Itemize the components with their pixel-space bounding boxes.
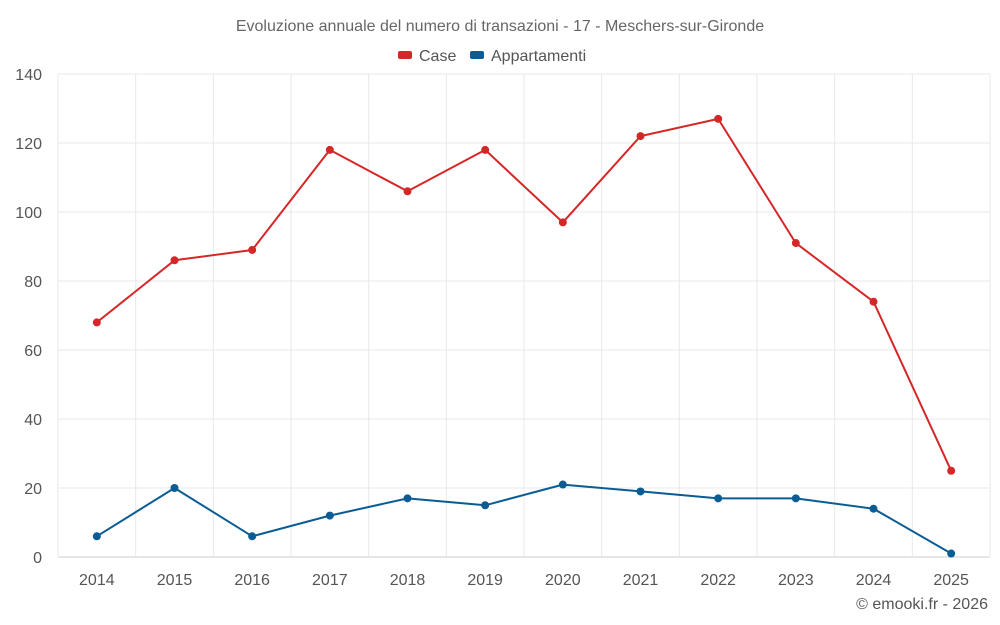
data-point-case[interactable] [558,218,567,227]
legend-item-appartamenti[interactable]: Appartamenti [470,48,586,65]
y-tick-label: 140 [15,67,42,84]
data-point-case[interactable] [869,297,878,306]
y-tick-label: 120 [15,136,42,153]
x-tick-label: 2014 [79,572,115,589]
data-point-case[interactable] [170,256,179,265]
data-point-appartamenti[interactable] [481,501,490,510]
legend: Case Appartamenti [398,48,586,65]
y-tick-label: 40 [24,412,42,429]
x-tick-label: 2022 [700,572,736,589]
y-tick-label: 80 [24,274,42,291]
data-point-appartamenti[interactable] [325,511,334,520]
x-tick-label: 2018 [390,572,426,589]
x-tick-label: 2017 [312,572,348,589]
series-appartamenti [92,480,956,558]
legend-label-case: Case [419,48,456,65]
data-point-case[interactable] [714,114,723,123]
y-tick-label: 0 [33,550,42,567]
y-tick-label: 20 [24,481,42,498]
x-tick-label: 2025 [933,572,969,589]
y-axis: 0 20 40 60 80 100 120 140 [15,67,42,567]
data-point-case[interactable] [791,239,800,248]
series-case [92,114,956,475]
data-point-case[interactable] [403,187,412,196]
data-point-case[interactable] [325,145,334,154]
series-line-case [96,117,953,472]
series-layer [92,114,956,558]
legend-swatch-appartamenti [470,51,484,59]
x-tick-label: 2019 [467,572,503,589]
credit-text: © emooki.fr - 2026 [856,596,988,613]
legend-swatch-case [398,51,412,59]
data-point-appartamenti[interactable] [714,494,723,503]
legend-item-case[interactable]: Case [398,48,456,65]
data-point-appartamenti[interactable] [869,504,878,513]
data-point-case[interactable] [481,145,490,154]
x-tick-label: 2021 [623,572,659,589]
data-point-appartamenti[interactable] [558,480,567,489]
x-axis: 2014 2015 2016 2017 2018 2019 2020 2021 2022 2023… [79,572,969,589]
data-point-appartamenti[interactable] [92,532,101,541]
data-point-case[interactable] [92,318,101,327]
data-point-appartamenti[interactable] [947,549,956,558]
data-point-case[interactable] [636,132,645,141]
gridlines [57,73,991,558]
y-tick-label: 60 [24,343,42,360]
chart-title: Evoluzione annuale del numero di transaz… [236,18,764,35]
data-point-appartamenti[interactable] [636,487,645,496]
data-point-case[interactable] [947,466,956,475]
x-tick-label: 2020 [545,572,581,589]
x-tick-label: 2024 [856,572,892,589]
data-point-appartamenti[interactable] [170,484,179,492]
data-point-case[interactable] [248,245,257,254]
series-line-appartamenti [96,483,952,555]
legend-label-appartamenti: Appartamenti [491,48,586,65]
x-tick-label: 2023 [778,572,814,589]
x-tick-label: 2016 [234,572,270,589]
data-point-appartamenti[interactable] [403,494,412,503]
x-tick-label: 2015 [157,572,193,589]
data-point-appartamenti[interactable] [791,494,800,503]
data-point-appartamenti[interactable] [248,532,257,541]
y-tick-label: 100 [15,205,42,222]
